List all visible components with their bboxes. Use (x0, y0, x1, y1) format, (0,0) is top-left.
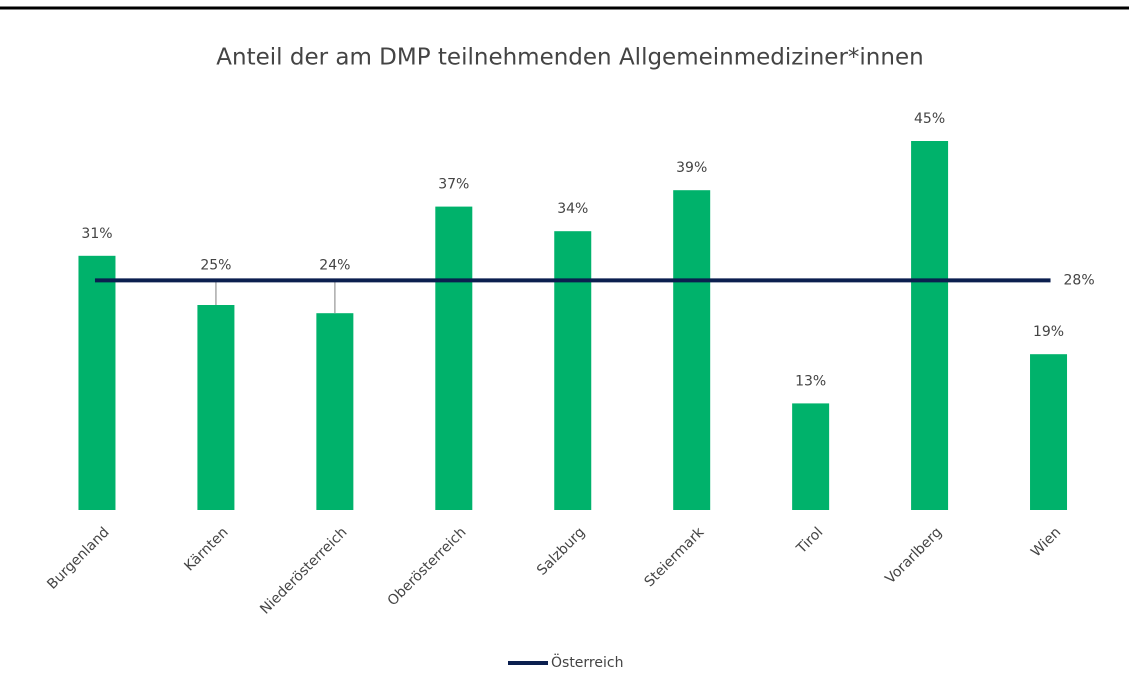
data-label: 13% (795, 373, 826, 389)
bar (1030, 354, 1068, 510)
bar (673, 190, 711, 510)
x-tick-label: Kärnten (181, 524, 231, 574)
data-label: 39% (676, 160, 707, 176)
data-label: 34% (557, 201, 588, 217)
data-label: 45% (914, 111, 945, 127)
x-tick-label: Niederösterreich (257, 524, 350, 617)
x-tick-label: Vorarlberg (882, 524, 945, 587)
bar (911, 141, 949, 510)
bar (435, 206, 473, 510)
bar (316, 313, 354, 510)
x-tick-label: Salzburg (534, 524, 588, 578)
x-tick-label: Steiermark (642, 524, 708, 590)
x-tick-label: Tirol (793, 524, 826, 557)
legend-label: Österreich (551, 653, 623, 671)
x-tick-label: Burgenland (44, 524, 112, 592)
data-label: 24% (319, 257, 350, 273)
x-tick-label: Wien (1028, 524, 1064, 560)
bar (197, 305, 235, 510)
data-label: 31% (81, 226, 112, 242)
bar (78, 255, 116, 510)
data-label: 25% (200, 257, 231, 273)
x-tick-label: Oberösterreich (385, 524, 470, 609)
reference-label: 28% (1064, 272, 1095, 288)
bar (792, 403, 830, 510)
chart-title: Anteil der am DMP teilnehmenden Allgemei… (216, 45, 923, 71)
bar (554, 231, 592, 510)
data-label: 19% (1033, 324, 1064, 340)
data-label: 37% (438, 177, 469, 193)
